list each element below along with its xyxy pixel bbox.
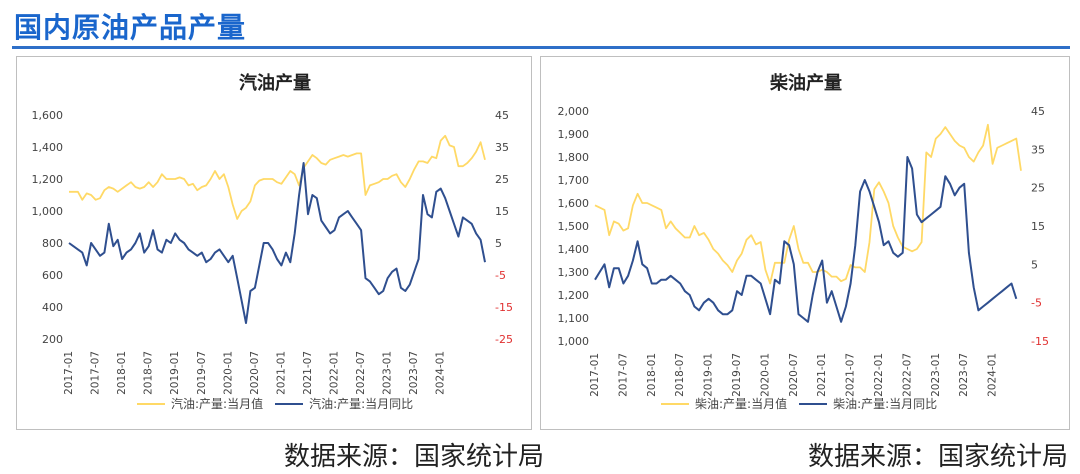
x-tick-label: 2022-07: [901, 353, 913, 397]
x-tick-label: 2018-07: [143, 351, 155, 395]
x-tick-label: 2020-07: [788, 353, 800, 397]
left-tick-label: 1,600: [32, 109, 64, 122]
left-tick-label: 200: [42, 333, 63, 346]
left-tick-label: 1,000: [32, 205, 64, 218]
left-tick-label: 600: [42, 269, 63, 282]
x-tick-label: 2017-01: [589, 353, 601, 397]
x-tick-label: 2020-01: [759, 353, 771, 397]
x-tick-label: 2024-01: [987, 353, 999, 397]
chart-title: 汽油产量: [239, 72, 311, 94]
x-tick-label: 2020-01: [222, 351, 234, 395]
left-tick-label: 1,200: [32, 173, 64, 186]
x-tick-label: 2019-07: [731, 353, 743, 397]
legend-item-yoy: 柴油:产量:当月同比: [799, 395, 937, 412]
diesel-chart-panel: 柴油产量 1,000 1,100 1,200 1,300 1,400 1,500 1,600 1…: [540, 56, 1070, 430]
right-tick-label: 45: [495, 109, 509, 122]
data-source-left: 数据来源：国家统计局: [284, 442, 545, 472]
right-tick-label: 5: [495, 237, 502, 250]
legend-item-value: 汽油:产量:当月值: [137, 395, 263, 412]
left-tick-label: 1,100: [558, 312, 590, 325]
right-tick-label: -15: [1031, 335, 1049, 348]
right-tick-label: -5: [1031, 297, 1042, 310]
series-line-value: [69, 134, 486, 220]
right-tick-label: 25: [1031, 182, 1045, 195]
left-tick-label: 400: [42, 301, 63, 314]
right-tick-label: 5: [1031, 258, 1038, 271]
legend-label-value: 汽油:产量:当月值: [171, 397, 264, 411]
legend-swatch-yoy: [799, 402, 828, 405]
left-tick-label: 1,000: [558, 335, 590, 348]
x-tick-label: 2019-07: [196, 351, 208, 395]
gasoline-chart-panel: 汽油产量 200 400 600 800 1,000 1,200 1,400 1,600 -25 -…: [16, 56, 532, 430]
left-tick-label: 1,600: [558, 197, 590, 210]
x-tick-label: 2021-01: [275, 351, 287, 395]
series-line-yoy: [68, 162, 486, 324]
x-tick-label: 2022-01: [329, 351, 341, 395]
left-tick-label: 2,000: [558, 105, 590, 118]
left-tick-label: 1,700: [558, 174, 590, 187]
gasoline-chart: 汽油产量 200 400 600 800 1,000 1,200 1,400 1,600 -25 -…: [32, 72, 513, 395]
x-tick-label: 2024-01: [435, 351, 447, 395]
chart-title: 柴油产量: [769, 72, 842, 94]
x-tick-label: 2023-01: [930, 353, 942, 397]
x-tick-label: 2018-01: [646, 353, 658, 397]
x-tick-label: 2017-07: [90, 351, 102, 395]
right-tick-label: 45: [1031, 105, 1045, 118]
x-tick-label: 2021-01: [816, 353, 828, 397]
x-tick-label: 2017-01: [63, 351, 75, 395]
right-tick-label: 15: [495, 205, 509, 218]
right-tick-label: -5: [495, 269, 506, 282]
x-tick-label: 2019-01: [703, 353, 715, 397]
left-tick-label: 1,400: [32, 141, 64, 154]
left-tick-label: 1,900: [558, 128, 590, 141]
right-tick-label: 35: [495, 141, 509, 154]
title-rule: [12, 46, 1070, 49]
series-line-value: [594, 123, 1022, 285]
data-source-right: 数据来源：国家统计局: [808, 442, 1069, 472]
x-tick-label: 2019-01: [169, 351, 181, 395]
x-tick-label: 2018-01: [116, 351, 128, 395]
x-tick-label: 2023-01: [382, 351, 394, 395]
x-tick-label: 2021-07: [845, 353, 857, 397]
x-tick-label: 2022-01: [873, 353, 885, 397]
right-tick-label: -25: [495, 333, 513, 346]
legend-swatch-value: [661, 402, 689, 405]
legend-label-value: 柴油:产量:当月值: [695, 397, 788, 411]
legend-label-yoy: 汽油:产量:当月同比: [309, 397, 414, 411]
x-tick-label: 2020-07: [249, 351, 261, 395]
legend-swatch-yoy: [275, 402, 304, 405]
right-tick-label: -15: [495, 301, 513, 314]
x-tick-label: 2018-07: [674, 353, 686, 397]
page-title: 国内原油产品产量: [14, 11, 247, 44]
gasoline-legend: 汽油:产量:当月值 汽油:产量:当月同比: [137, 395, 413, 412]
left-tick-label: 1,500: [558, 220, 590, 233]
legend-item-value: 柴油:产量:当月值: [661, 395, 787, 412]
right-tick-label: 15: [1031, 220, 1045, 233]
left-tick-label: 800: [42, 237, 63, 250]
legend-label-yoy: 柴油:产量:当月同比: [833, 397, 938, 411]
x-tick-label: 2023-07: [958, 353, 970, 397]
left-tick-label: 1,800: [558, 151, 590, 164]
diesel-legend: 柴油:产量:当月值 柴油:产量:当月同比: [661, 395, 937, 412]
right-tick-label: 35: [1031, 143, 1045, 156]
x-tick-label: 2023-07: [408, 351, 420, 395]
diesel-chart: 柴油产量 1,000 1,100 1,200 1,300 1,400 1,500 1,600 1…: [558, 72, 1049, 397]
x-tick-label: 2017-07: [617, 353, 629, 397]
series-line-yoy: [594, 156, 1018, 323]
left-tick-label: 1,400: [558, 243, 590, 256]
legend-swatch-value: [137, 402, 165, 405]
x-tick-label: 2021-07: [302, 351, 314, 395]
left-tick-label: 1,300: [558, 266, 590, 279]
x-tick-label: 2022-07: [355, 351, 367, 395]
legend-item-yoy: 汽油:产量:当月同比: [275, 395, 413, 412]
left-tick-label: 1,200: [558, 289, 590, 302]
right-tick-label: 25: [495, 173, 509, 186]
